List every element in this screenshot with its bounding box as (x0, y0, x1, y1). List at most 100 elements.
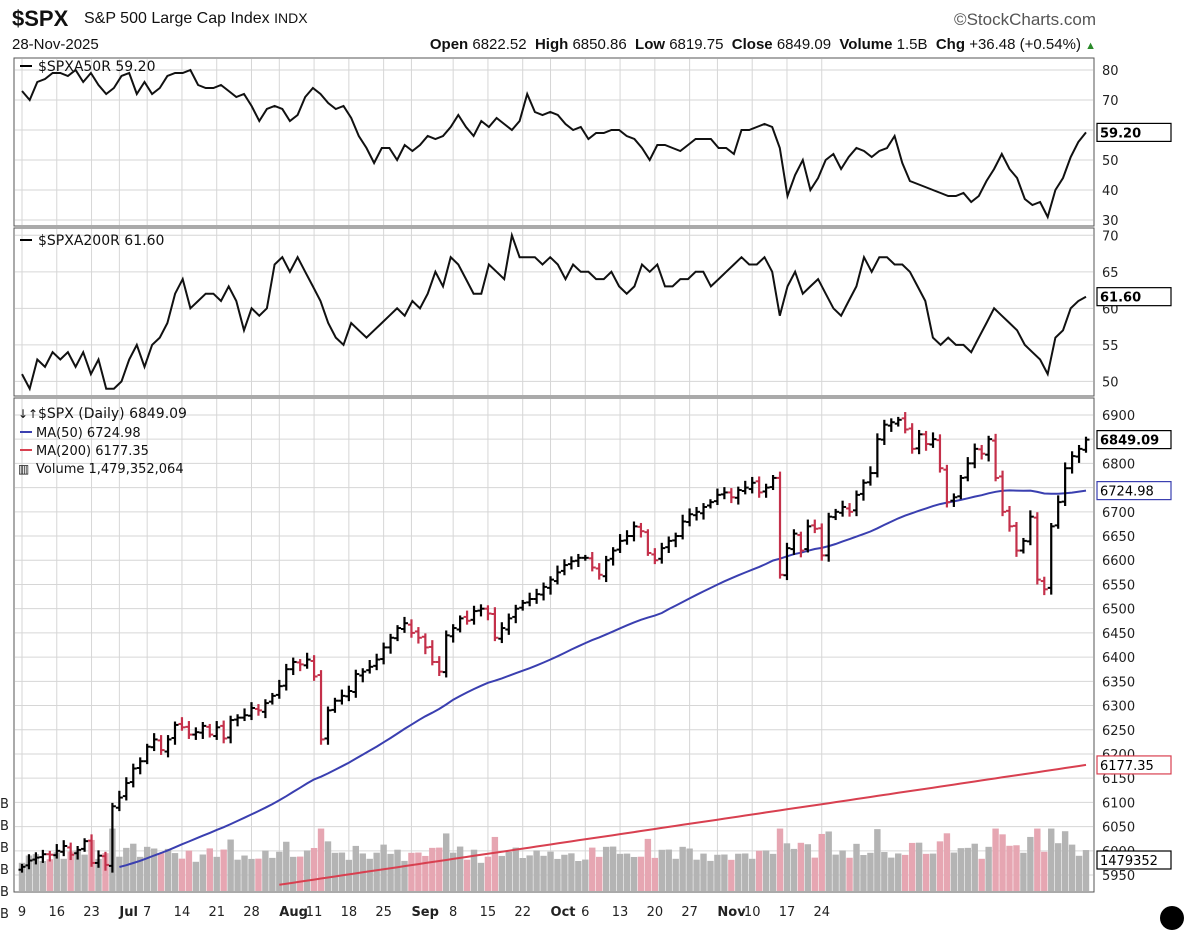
volume-bar (721, 854, 728, 891)
x-tick-label: Jul (118, 905, 138, 920)
ohlc-bar (985, 435, 993, 462)
volume-bar (874, 829, 881, 891)
corner-dot-icon (1160, 906, 1184, 930)
volume-bar (846, 857, 853, 891)
ohlc-bar (602, 555, 610, 583)
value-flag-box (1096, 122, 1172, 143)
ohlc-bar (929, 432, 937, 448)
ohlc-bar (804, 519, 812, 553)
ohlc-bar (936, 434, 944, 473)
y-tick-label: 5950 (1102, 869, 1135, 884)
ohlc-bar (853, 490, 861, 517)
volume-bar (769, 853, 777, 891)
volume-bar (575, 861, 582, 891)
volume-bar (908, 842, 916, 891)
ohlc-bar (700, 503, 708, 520)
value-flag-text: 59.20 (1100, 126, 1141, 141)
y-tick-label: 80 (1102, 64, 1119, 79)
volume-bar (1041, 851, 1048, 891)
ohlc-bar (81, 838, 89, 852)
value-flag-text: 6177.35 (1100, 759, 1154, 774)
volume-bar (637, 856, 645, 891)
volume-bar (630, 856, 638, 891)
ohlc-bar (67, 842, 75, 861)
x-tick-label: 23 (83, 905, 100, 920)
y-tick-label: 6400 (1102, 651, 1135, 666)
value-flag-text: 1479352 (1100, 854, 1158, 869)
breadth-200-legend: $SPXA200R 61.60 (38, 233, 164, 249)
volume-bar (700, 853, 707, 891)
ohlc-bar (394, 625, 402, 642)
volume-bar (1034, 828, 1041, 891)
ma50-legend: MA(50) 6724.98 (36, 426, 141, 441)
ohlc-bar (289, 657, 297, 676)
ohlc-bar (1061, 462, 1069, 507)
volume-bar (296, 856, 304, 891)
volume-axis-label: B (0, 907, 9, 922)
volume-bar (533, 850, 540, 891)
volume-bar (283, 841, 290, 891)
ohlc-bar (512, 604, 520, 624)
up-arrow-icon: ▲ (1085, 40, 1096, 52)
ohlc-bar (380, 642, 388, 665)
x-tick-label: 18 (341, 905, 358, 920)
breadth-line (21, 231, 1087, 392)
volume-bar (25, 855, 33, 891)
ohlc-bar (206, 723, 214, 738)
volume-bar (526, 855, 533, 891)
y-tick-label: 55 (1102, 339, 1119, 354)
ohlc-bar (901, 412, 909, 434)
x-tick-label: 21 (208, 905, 225, 920)
ohlc-bar (713, 488, 721, 506)
x-tick-label: 6 (581, 905, 589, 920)
y-tick-label: 6700 (1102, 506, 1135, 521)
volume-bar (832, 854, 839, 891)
volume-bar (1075, 855, 1083, 891)
ohlc-bar (1019, 537, 1027, 554)
volume-bar (1006, 845, 1013, 891)
ohlc-bar (456, 615, 464, 633)
volume-bar (60, 858, 67, 891)
ohlc-bar (644, 529, 652, 556)
volume-bar (1020, 852, 1027, 891)
ohlc-bar (449, 624, 457, 643)
volume-bar (150, 848, 158, 891)
value-flag-box (1096, 481, 1172, 501)
ohlc-bar (143, 743, 151, 765)
ohlc-bar (88, 834, 96, 867)
ohlc-bar (491, 607, 499, 642)
ohlc-bar (797, 531, 805, 558)
x-tick-label: 25 (375, 905, 392, 920)
volume-bar (714, 854, 721, 891)
ohlc-bar (1006, 506, 1014, 532)
ohlc-bar (435, 656, 443, 676)
ohlc-bar (296, 659, 304, 672)
volume-bar (46, 859, 54, 891)
ohlc-bar (658, 542, 666, 564)
ohlc-bar (310, 655, 318, 681)
volume-bar (338, 852, 346, 891)
ohlc-bar (762, 483, 770, 498)
volume-bar (999, 834, 1006, 891)
volume-bar (519, 858, 526, 891)
volume-bar (1082, 850, 1090, 891)
volume-bar (366, 858, 373, 891)
y-tick-label: 30 (1102, 214, 1119, 229)
ohlc-bar (915, 429, 923, 455)
volume-bar (589, 847, 596, 891)
high-value: 6850.86 (572, 36, 627, 53)
ohlc-bar (540, 582, 548, 601)
volume-axis-label: B (0, 819, 9, 834)
ohlc-bar (574, 553, 582, 568)
x-tick-label: 10 (744, 905, 761, 920)
ohlc-bar (39, 849, 47, 863)
volume-bar (178, 858, 186, 891)
ohlc-bar (32, 852, 40, 865)
close-value: 6849.09 (776, 36, 832, 53)
ohlc-bar (477, 604, 485, 617)
ohlc-bar (115, 790, 123, 812)
volume-bar (839, 850, 846, 891)
volume-bar (185, 850, 193, 891)
volume-bar (901, 854, 909, 891)
volume-bar (512, 847, 519, 891)
